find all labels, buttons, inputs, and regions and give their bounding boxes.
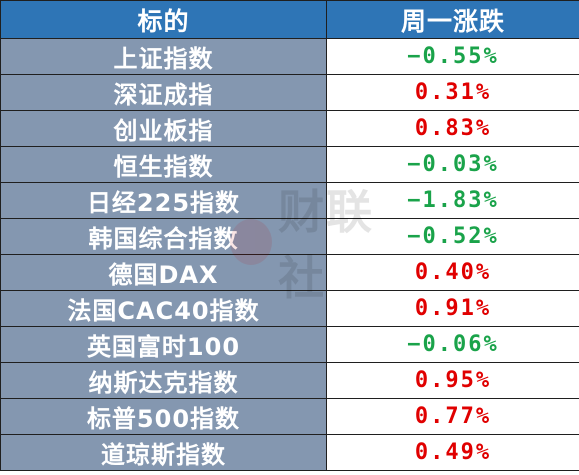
index-change: −1.83% [326,182,579,219]
table-row: 德国DAX 0.40% [0,254,579,291]
index-change: −0.52% [326,218,579,255]
index-change: −0.55% [326,38,579,75]
index-change: 0.40% [326,254,579,291]
index-name: 深证成指 [0,74,327,111]
index-change: −0.06% [326,326,579,363]
table-row: 法国CAC40指数 0.91% [0,290,579,327]
header-row: 标的 周一涨跌 [0,0,579,39]
index-name: 标普500指数 [0,398,327,435]
table-row: 纳斯达克指数 0.95% [0,362,579,399]
table-row: 恒生指数 −0.03% [0,146,579,183]
index-change: 0.95% [326,362,579,399]
index-name: 道琼斯指数 [0,434,327,471]
index-change: −0.03% [326,146,579,183]
table-row: 英国富时100 −0.06% [0,326,579,363]
table-row: 上证指数 −0.55% [0,38,579,75]
index-name: 创业板指 [0,110,327,147]
index-name: 德国DAX [0,254,327,291]
index-change: 0.83% [326,110,579,147]
index-name: 日经225指数 [0,182,327,219]
index-change: 0.49% [326,434,579,471]
table-row: 标普500指数 0.77% [0,398,579,435]
index-change: 0.91% [326,290,579,327]
index-change: 0.31% [326,74,579,111]
index-change: 0.77% [326,398,579,435]
table-row: 道琼斯指数 0.49% [0,434,579,471]
header-name: 标的 [0,0,327,39]
table-row: 深证成指 0.31% [0,74,579,111]
index-name: 法国CAC40指数 [0,290,327,327]
index-name: 纳斯达克指数 [0,362,327,399]
index-name: 英国富时100 [0,326,327,363]
index-name: 韩国综合指数 [0,218,327,255]
index-name: 恒生指数 [0,146,327,183]
table-row: 创业板指 0.83% [0,110,579,147]
index-name: 上证指数 [0,38,327,75]
table-row: 日经225指数 −1.83% [0,182,579,219]
table-row: 韩国综合指数 −0.52% [0,218,579,255]
header-change: 周一涨跌 [326,0,579,39]
